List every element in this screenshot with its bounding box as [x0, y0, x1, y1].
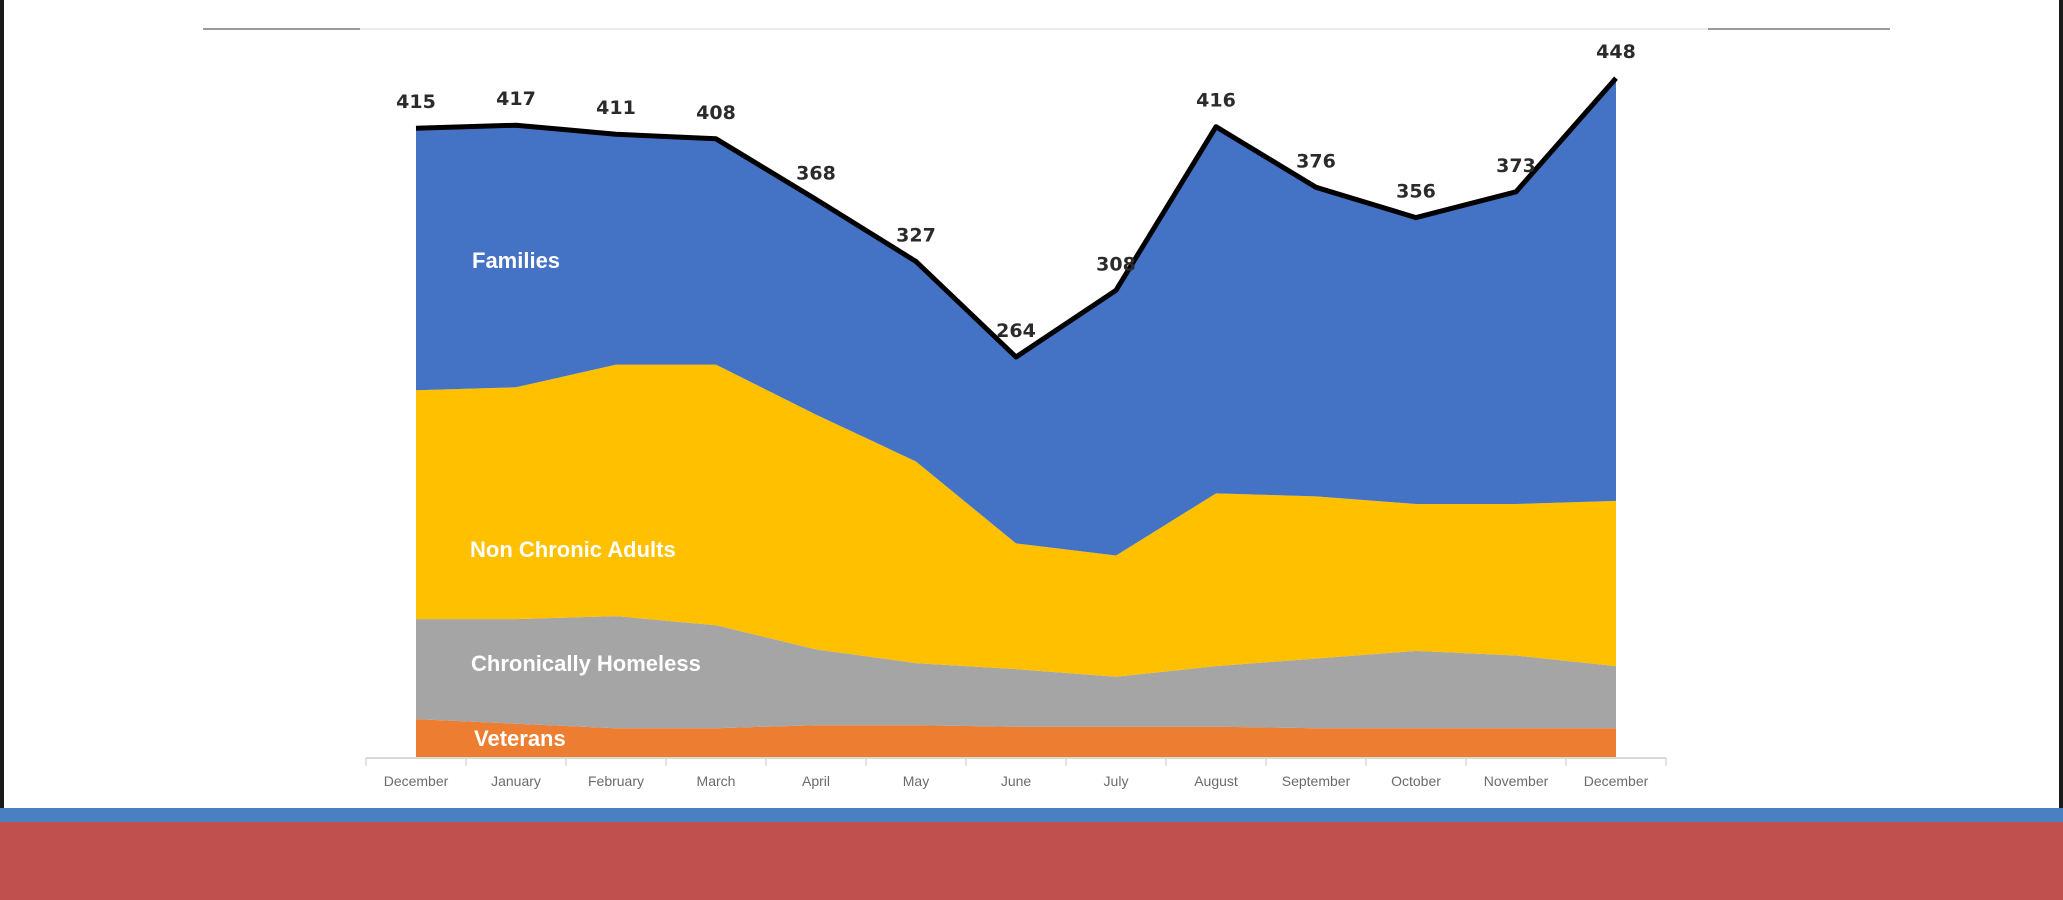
x-tick-label: June	[1001, 773, 1032, 789]
x-tick-label: February	[588, 773, 644, 789]
total-data-label: 368	[796, 162, 836, 184]
total-data-label: 416	[1196, 90, 1236, 112]
chart-areas	[415, 76, 1618, 757]
series-label-families: Families	[472, 248, 560, 273]
x-axis: December January February March April May June…	[365, 757, 1667, 789]
top-rule-left	[203, 28, 360, 30]
window-frame-right	[2059, 0, 2063, 900]
total-data-label: 448	[1596, 41, 1636, 63]
x-tick-label: September	[1282, 773, 1351, 789]
x-tick-label: March	[697, 773, 736, 789]
footer-bar	[0, 822, 2063, 900]
top-rule-right	[1708, 28, 1890, 30]
total-data-label: 356	[1396, 181, 1436, 203]
area-families	[416, 78, 1616, 556]
x-tick-label: July	[1104, 773, 1129, 789]
x-tick-label: October	[1391, 773, 1441, 789]
chart-labels: 415 417 411 408 368 327 264 308 416 376 356 373 448	[396, 41, 1636, 342]
x-tick-label: December	[384, 773, 449, 789]
x-tick-label: April	[802, 773, 830, 789]
total-line	[415, 76, 1618, 360]
window-frame-left	[0, 0, 4, 900]
footer-accent-bar	[0, 808, 2063, 822]
total-data-label: 308	[1096, 253, 1136, 275]
x-tick-label: January	[491, 773, 541, 789]
x-tick-label: December	[1584, 773, 1649, 789]
area-chronically-homeless	[416, 616, 1616, 729]
total-data-label: 417	[496, 88, 536, 110]
x-tick-label: May	[903, 773, 929, 789]
total-data-label: 327	[896, 225, 936, 247]
total-data-label: 411	[596, 97, 636, 119]
total-data-label: 264	[996, 320, 1036, 342]
series-label-non-chronic-adults: Non Chronic Adults	[470, 537, 676, 562]
x-tick-label: August	[1194, 773, 1238, 789]
series-label-chronically-homeless: Chronically Homeless	[471, 651, 701, 676]
x-tick-label: November	[1484, 773, 1549, 789]
total-data-label: 376	[1296, 150, 1336, 172]
total-data-label: 408	[696, 102, 736, 124]
area-veterans	[416, 719, 1616, 757]
chart-panel-top-edge	[360, 28, 1708, 30]
total-data-label: 415	[396, 91, 436, 113]
area-non-chronic-adults	[416, 364, 1616, 677]
total-data-label: 373	[1496, 155, 1536, 177]
series-label-veterans: Veterans	[474, 726, 566, 751]
